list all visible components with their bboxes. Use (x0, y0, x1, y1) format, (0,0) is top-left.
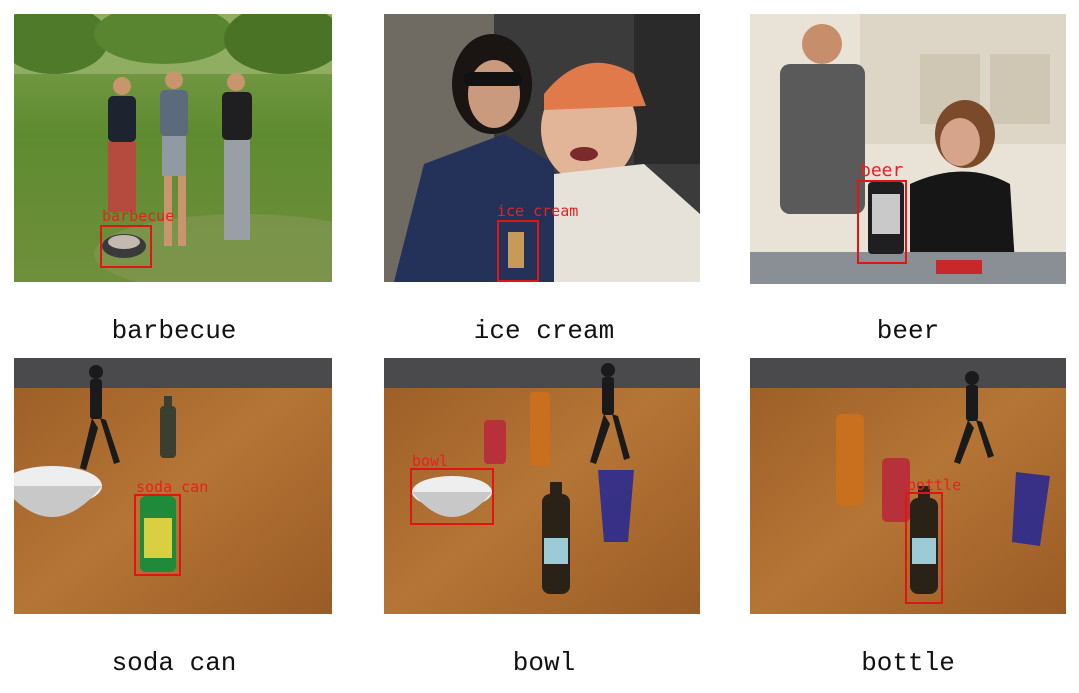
detection-box-label: bowl (412, 452, 449, 470)
sim-bowl: bowl (384, 358, 700, 614)
soda-can-scene (14, 358, 332, 614)
sim-soda-can: soda can (14, 358, 332, 614)
detection-box-label: soda can (136, 478, 209, 496)
beer-scene (750, 14, 1066, 284)
walking-figure (954, 371, 994, 464)
ice-cream-scene (384, 14, 700, 282)
detection-box (134, 494, 181, 576)
barbecue-scene (14, 14, 332, 282)
detection-box (857, 180, 907, 264)
caption-bowl: bowl (512, 648, 576, 678)
detection-box-label: beer (860, 160, 904, 181)
photo-beer: beer (750, 14, 1066, 284)
caption-soda-can: soda can (111, 648, 237, 678)
bowl-scene (384, 358, 700, 614)
walking-figure (590, 363, 630, 464)
person-middle (160, 71, 188, 246)
photo-ice-cream: ice cream (384, 14, 700, 282)
detection-box-label: ice cream (497, 202, 579, 220)
photo-barbecue: barbecue (14, 14, 332, 282)
sim-bottle: bottle (750, 358, 1066, 614)
caption-ice-cream: ice cream (473, 316, 615, 346)
detection-box (905, 492, 943, 604)
detection-box (100, 225, 152, 268)
person-left (108, 77, 136, 212)
caption-bottle: bottle (861, 648, 955, 678)
caption-beer: beer (876, 316, 940, 346)
detection-box (497, 220, 539, 282)
caption-barbecue: barbecue (111, 316, 237, 346)
detection-box (410, 468, 494, 525)
person-right (222, 73, 252, 240)
bottle-scene (750, 358, 1066, 614)
detection-box-label: bottle (907, 476, 962, 494)
detection-box-label: barbecue (102, 207, 175, 225)
walking-figure (80, 365, 120, 470)
